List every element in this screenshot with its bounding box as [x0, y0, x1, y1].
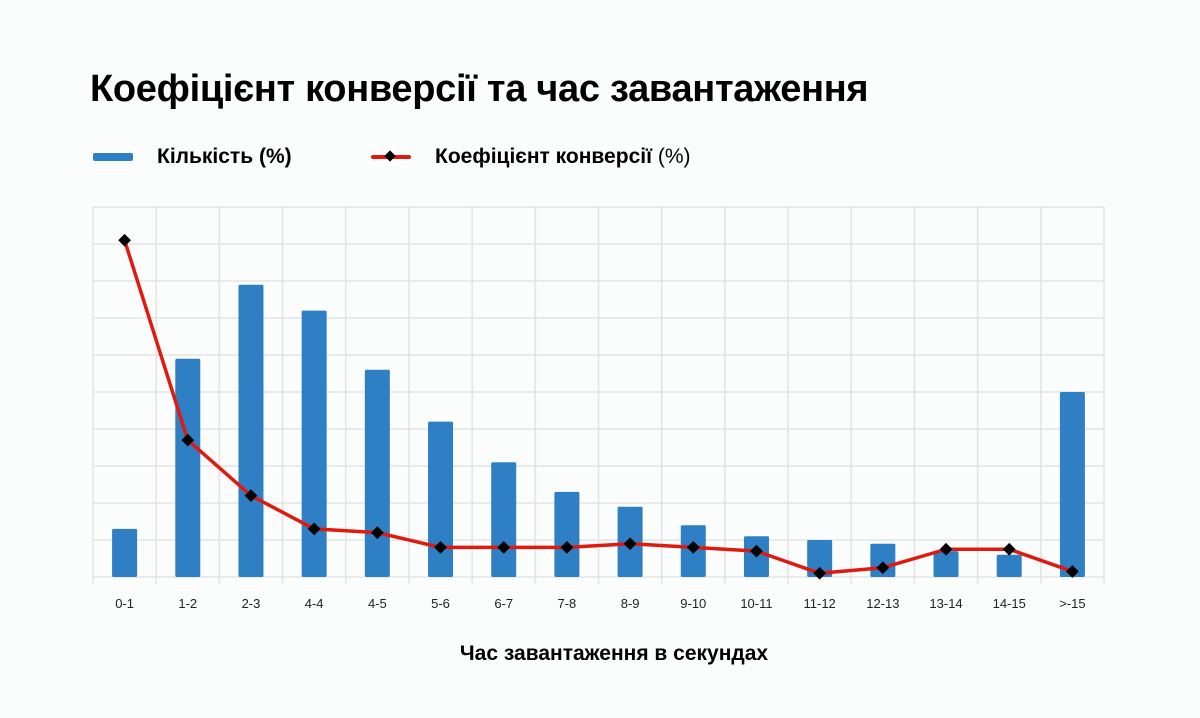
x-axis-label: Час завантаження в секундах: [459, 642, 769, 665]
bar: [491, 462, 517, 577]
legend-bar-label: Кількість (%): [157, 145, 292, 168]
chart-title: Коефіцієнт конверсії та час завантаження: [90, 68, 869, 110]
x-tick-label: 9-10: [680, 596, 706, 611]
legend-item-line: Коефіцієнт конверсії (%): [371, 142, 691, 172]
x-tick-label: 4-4: [305, 596, 324, 611]
bar: [301, 310, 327, 577]
legend-line-label: Коефіцієнт конверсії (%): [435, 145, 691, 168]
x-tick-label: 11-12: [804, 596, 836, 611]
x-tick-label: 0-1: [115, 596, 134, 611]
x-axis-tick-labels: 0-1 1-2 2-3 4-4 4-5 5-6 6-7 7-8 8-9 9-10 10-11 11-1…: [115, 596, 1085, 611]
x-tick-label: 5-6: [431, 596, 450, 611]
x-tick-label: 7-8: [558, 596, 577, 611]
x-tick-label: 14-15: [993, 596, 1026, 611]
bar: [1059, 392, 1085, 577]
diamond-marker-icon: [118, 233, 131, 247]
bar: [933, 551, 959, 577]
x-tick-label: 8-9: [621, 596, 640, 611]
x-tick-label: 4-5: [368, 596, 387, 611]
bar: [238, 284, 264, 577]
x-tick-label: 13-14: [929, 596, 962, 611]
bar-swatch-icon: [93, 153, 133, 161]
x-tick-label: >-15: [1059, 596, 1085, 611]
diamond-marker-icon: [1002, 542, 1016, 556]
bar: [364, 369, 390, 577]
bar: [428, 421, 454, 577]
bar: [112, 528, 138, 577]
diamond-marker-icon: [244, 489, 258, 502]
x-tick-label: 2-3: [242, 596, 261, 611]
x-tick-label: 10-11: [740, 596, 772, 611]
bar-series: [112, 284, 1085, 577]
bar: [554, 491, 580, 577]
bar: [175, 358, 201, 577]
bar: [807, 540, 833, 577]
x-tick-label: 1-2: [178, 596, 197, 611]
line-marker-swatch-icon: [371, 145, 411, 169]
legend-item-bars: Кількість (%): [93, 142, 292, 172]
bar: [996, 554, 1022, 577]
x-tick-label: 12-13: [866, 596, 899, 611]
x-tick-label: 6-7: [494, 596, 513, 611]
diamond-marker-icon: [181, 433, 195, 447]
